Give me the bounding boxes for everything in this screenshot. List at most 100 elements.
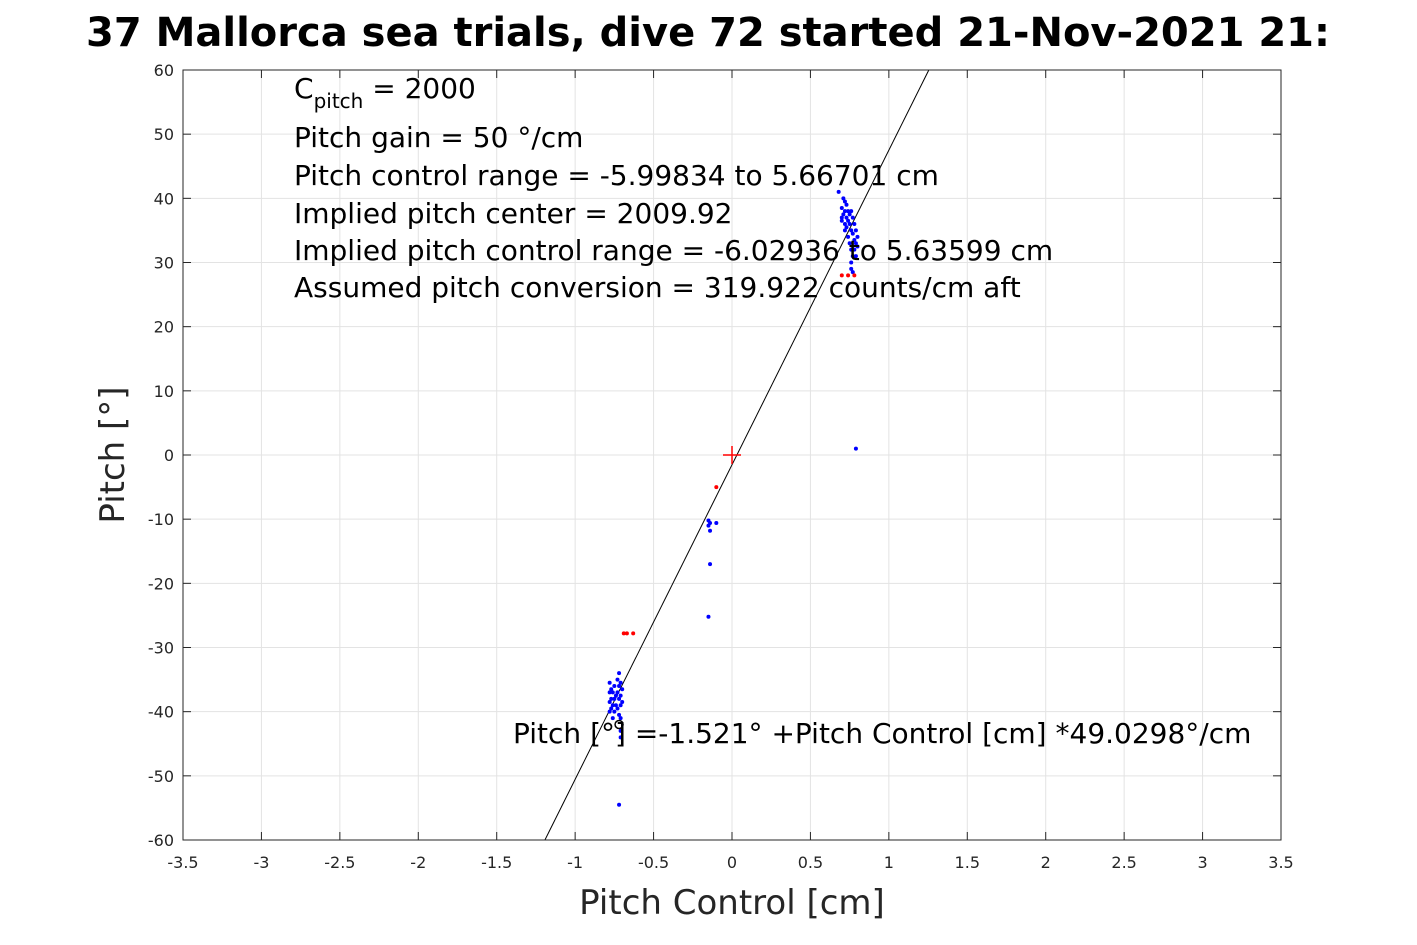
annotation-pitch-gain: Pitch gain = 50 °/cm [294, 121, 583, 154]
data-point-blue [846, 209, 851, 214]
x-tick-label: -3 [253, 853, 269, 872]
data-point-blue [836, 189, 841, 194]
data-point-blue [842, 222, 847, 226]
x-tick-label: -0.5 [638, 853, 669, 872]
data-point-blue [612, 709, 617, 714]
data-point-blue [617, 671, 622, 676]
y-tick-label: -10 [148, 510, 174, 529]
y-tick-label: 30 [154, 254, 174, 273]
data-point-blue [839, 205, 844, 210]
data-point-blue [846, 234, 851, 239]
data-point-blue [842, 228, 847, 233]
x-tick-label: 1.5 [955, 853, 980, 872]
data-point-red [631, 631, 636, 636]
data-point-blue [607, 690, 612, 695]
data-point-blue [853, 228, 858, 233]
data-point-blue [844, 215, 849, 220]
data-point-blue [850, 215, 855, 220]
annotation-pitch-control-range: Pitch control range = -5.99834 to 5.6670… [294, 159, 939, 192]
data-point-blue [847, 241, 852, 246]
data-point-red [852, 273, 857, 278]
data-point-red [846, 273, 851, 278]
annotation-c-pitch-main: C [294, 72, 314, 105]
data-point-blue [846, 218, 851, 223]
y-tick-label: -60 [148, 831, 174, 850]
data-point-blue [844, 225, 849, 230]
data-point-blue [847, 222, 852, 226]
y-tick-label: 40 [154, 189, 174, 208]
data-point-blue [607, 700, 612, 705]
x-tick-label: 3 [1197, 853, 1207, 872]
data-point-blue [618, 735, 623, 740]
data-point-blue [620, 687, 625, 692]
data-point-blue [618, 703, 623, 708]
x-tick-label: 2 [1041, 853, 1051, 872]
data-point-blue [617, 802, 622, 807]
data-point-blue [617, 684, 622, 688]
data-point-blue [612, 696, 617, 701]
markers [614, 446, 741, 730]
data-points [607, 189, 860, 807]
data-point-blue [613, 703, 618, 708]
y-tick-label: 60 [154, 61, 174, 80]
data-point-blue [615, 677, 620, 682]
data-point-blue [849, 209, 854, 214]
annotation-c-pitch: Cpitch = 2000 [294, 72, 476, 113]
x-tick-label: 1 [884, 853, 894, 872]
circle-marker [614, 719, 624, 730]
data-point-blue [607, 709, 612, 714]
data-point-blue [610, 703, 615, 708]
x-tick-label: -3.5 [167, 853, 198, 872]
y-tick-label: -20 [148, 574, 174, 593]
data-point-blue [847, 212, 852, 217]
data-point-blue [841, 196, 846, 201]
y-tick-label: 20 [154, 318, 174, 337]
data-point-blue [615, 690, 620, 695]
annotation-block: Cpitch = 2000 Pitch gain = 50 °/cm Pitch… [294, 72, 1053, 304]
data-point-blue [708, 562, 713, 567]
data-point-blue [853, 254, 858, 259]
data-point-blue [852, 238, 857, 243]
data-point-blue [855, 244, 860, 249]
x-tick-label: 0.5 [798, 853, 823, 872]
data-point-blue [853, 241, 858, 246]
data-point-blue [618, 693, 623, 698]
data-point-blue [613, 693, 618, 698]
annotation-c-pitch-subscript: pitch [314, 89, 364, 113]
x-tick-label: -2 [410, 853, 426, 872]
data-point-blue [607, 680, 612, 685]
data-point-blue [855, 234, 860, 239]
x-axis-label: Pitch Control [cm] [579, 883, 885, 923]
data-point-blue [853, 446, 858, 451]
y-tick-label: -50 [148, 767, 174, 786]
y-axis-label: Pitch [°] [93, 386, 133, 523]
y-tick-label: -30 [148, 639, 174, 658]
x-tick-label: 3.5 [1268, 853, 1293, 872]
data-point-blue [609, 706, 614, 711]
x-axis-ticks: -3.5 -3 -2.5 -2 -1.5 -1 -0.5 0 0.5 1 1.5 2 2.5 3 3.5 [167, 70, 1294, 872]
data-point-blue [618, 728, 623, 733]
data-point-blue [610, 690, 615, 695]
data-point-blue [714, 521, 719, 526]
data-point-blue [617, 712, 622, 717]
plot-frame [182, 69, 1282, 841]
data-point-blue [609, 696, 614, 701]
data-point-blue [841, 212, 846, 217]
data-point-blue [842, 199, 847, 204]
data-point-blue [708, 528, 713, 533]
data-point-red [621, 631, 626, 636]
data-point-blue [850, 254, 855, 259]
y-tick-label: -40 [148, 703, 174, 722]
x-tick-label: 2.5 [1111, 853, 1136, 872]
annotation-implied-range: Implied pitch control range = -6.02936 t… [294, 234, 1053, 267]
annotation-implied-center: Implied pitch center = 2009.92 [294, 197, 732, 230]
data-point-red [624, 631, 629, 636]
data-point-blue [618, 716, 623, 721]
annotation-c-pitch-value: = 2000 [363, 72, 476, 105]
data-point-blue [612, 684, 617, 688]
data-point-blue [610, 716, 615, 721]
data-point-blue [609, 687, 614, 692]
data-point-blue [839, 218, 844, 223]
data-point-blue [615, 706, 620, 711]
